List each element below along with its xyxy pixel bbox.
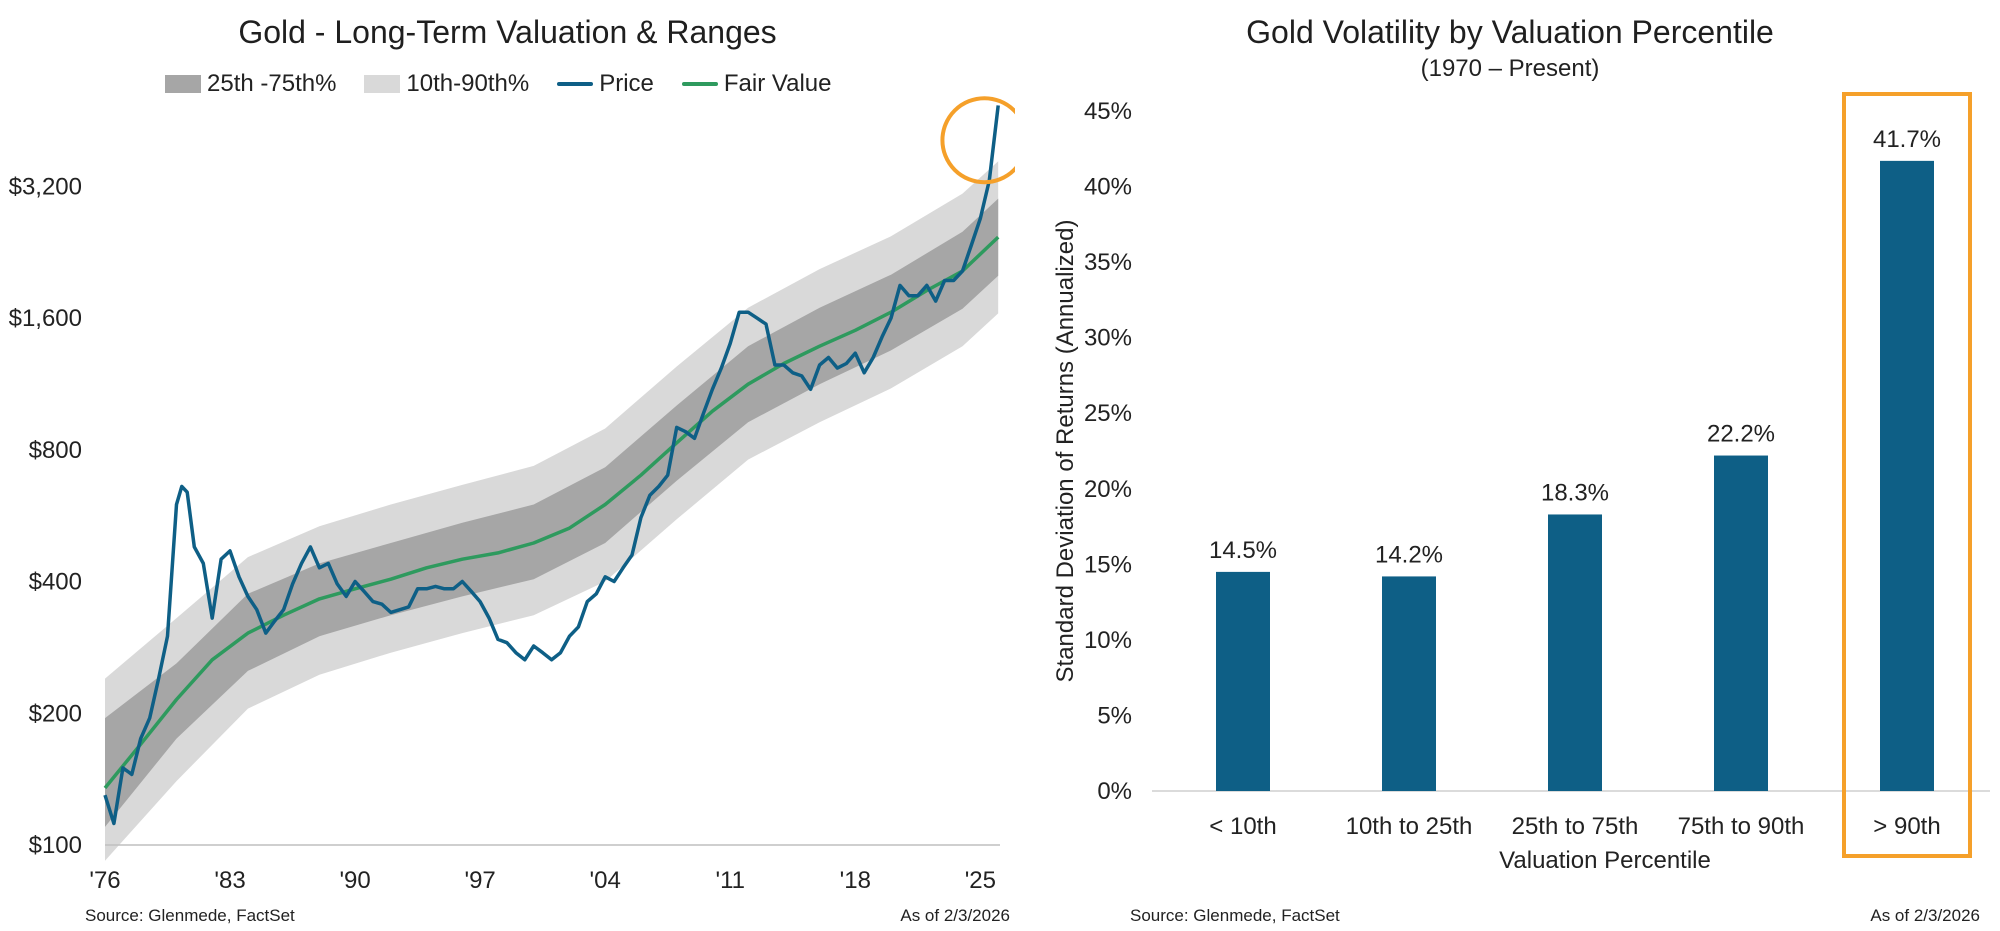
left-x-tick-label: '76 <box>89 867 120 894</box>
right-y-tick-label: 25% <box>1084 400 1132 427</box>
x-axis-title: Valuation Percentile <box>1499 847 1711 874</box>
band-outer-swatch <box>364 75 401 93</box>
left-y-tick-label: $400 <box>29 569 82 596</box>
right-y-tick-label: 0% <box>1097 778 1132 805</box>
left-x-tick-label: '11 <box>715 867 745 894</box>
price-line <box>103 105 1000 826</box>
left-y-tick-label: $100 <box>29 832 82 859</box>
legend-label-band-outer: 10th-90th% <box>406 70 530 97</box>
category-label: 10th to 25th <box>1346 813 1473 840</box>
right-chart-subtitle: (1970 – Present) <box>1420 55 1600 82</box>
bar-data-label: 41.7% <box>1873 126 1941 153</box>
fair-value-line <box>103 235 1000 790</box>
right-y-tick-label: 20% <box>1084 476 1132 503</box>
legend-item-price: Price <box>557 70 654 98</box>
legend-label-band-inner: 25th -75th% <box>207 70 337 97</box>
left-as-of-date: As of 2/3/2026 <box>900 906 1010 925</box>
left-x-tick-label: '04 <box>590 867 621 894</box>
bar-data-label: 14.5% <box>1209 537 1277 564</box>
left-y-tick-label: $1,600 <box>9 305 82 332</box>
right-chart-title: Gold Volatility by Valuation Percentile <box>1246 14 1774 50</box>
bar-data-label: 14.2% <box>1375 541 1443 568</box>
bar <box>1714 455 1768 791</box>
price-swatch <box>557 82 594 86</box>
bar <box>1382 576 1436 791</box>
volatility-bar-chart: 0% 5% 10% 15% 20% 25% 30% 35% 40% 45% 14.5% < 10th 1… <box>1052 92 1990 874</box>
long-term-valuation-panel: Gold - Long-Term Valuation & Ranges 25th… <box>9 14 1015 925</box>
left-chart-title: Gold - Long-Term Valuation & Ranges <box>238 14 777 50</box>
left-y-tick-label: $800 <box>29 437 82 464</box>
left-x-tick-label: '25 <box>965 867 996 894</box>
left-legend: 25th -75th% 10th-90th% Price Fair Value <box>165 70 831 98</box>
legend-label-fair-value: Fair Value <box>723 70 832 97</box>
bar <box>1548 514 1602 791</box>
right-y-tick-label: 5% <box>1097 702 1132 729</box>
category-label: 25th to 75th <box>1512 813 1639 840</box>
right-y-tick-label: 15% <box>1084 551 1132 578</box>
band-inner-swatch <box>165 75 201 93</box>
highlight-circle <box>940 96 1015 185</box>
highlight-box <box>1842 92 1972 858</box>
right-y-tick-label: 35% <box>1084 249 1132 276</box>
left-x-tick-label: '18 <box>840 867 871 894</box>
left-x-tick-label: '90 <box>339 867 370 894</box>
bar <box>1880 160 1934 791</box>
legend-item-band-outer: 10th-90th% <box>364 70 529 98</box>
category-label: > 90th <box>1873 813 1940 840</box>
bar-data-label: 22.2% <box>1707 421 1775 448</box>
legend-item-band-inner: 25th -75th% <box>165 70 336 98</box>
category-label: < 10th <box>1209 813 1276 840</box>
right-as-of-date: As of 2/3/2026 <box>1870 906 1980 925</box>
left-source-note: Source: Glenmede, FactSet <box>85 906 295 925</box>
right-y-tick-label: 40% <box>1084 174 1132 201</box>
left-y-tick-label: $3,200 <box>9 173 82 200</box>
legend-label-price: Price <box>599 70 654 97</box>
fair-value-swatch <box>681 82 718 86</box>
right-source-note: Source: Glenmede, FactSet <box>1130 906 1340 925</box>
y-axis-title: Standard Deviation of Returns (Annualize… <box>1052 220 1079 683</box>
left-x-tick-label: '97 <box>465 867 496 894</box>
volatility-panel: Gold Volatility by Valuation Percentile … <box>1040 0 2000 931</box>
right-y-tick-label: 10% <box>1084 627 1132 654</box>
bar <box>1216 571 1270 791</box>
legend-item-fair-value: Fair Value <box>681 70 832 98</box>
left-y-tick-label: $200 <box>29 700 82 727</box>
category-label: 75th to 90th <box>1678 813 1805 840</box>
right-y-tick-label: 30% <box>1084 325 1132 352</box>
right-y-tick-label: 45% <box>1084 98 1132 125</box>
long-term-valuation-chart: $100 $200 $400 $800 $1,600 $3,200 '76 '83 '90 '97… <box>9 96 1015 894</box>
bar-data-label: 18.3% <box>1541 479 1609 506</box>
band-25-75-area <box>105 198 999 827</box>
left-x-tick-label: '83 <box>214 867 245 894</box>
